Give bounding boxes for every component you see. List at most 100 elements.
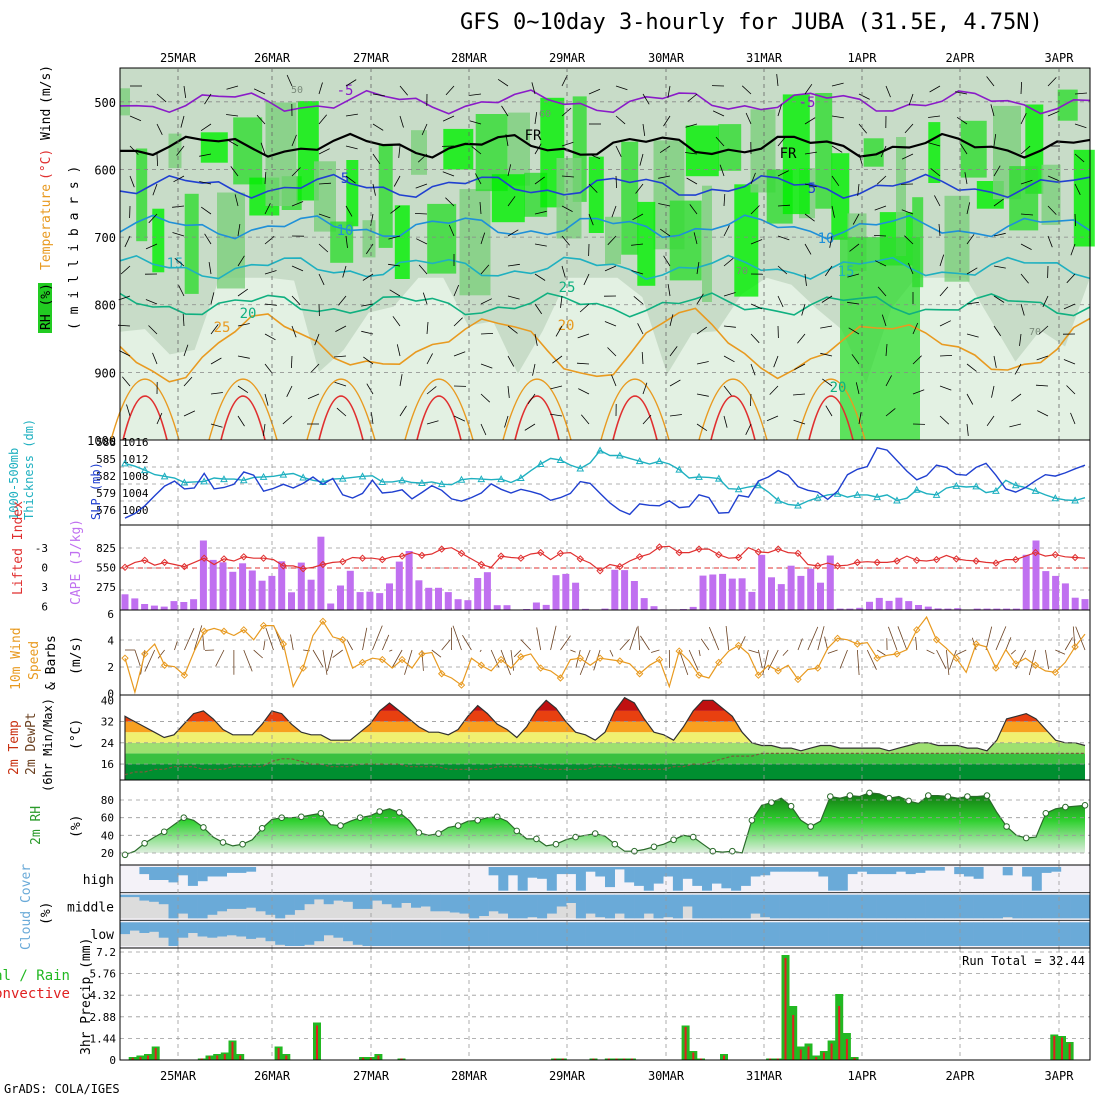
cloud-bar-middle <box>546 894 557 914</box>
wind-barb <box>641 351 644 365</box>
cape-bar <box>1012 608 1020 610</box>
top-date-label: 1APR <box>848 51 878 65</box>
cloud-bar-high <box>818 867 829 877</box>
wind-barb <box>363 356 374 365</box>
wind-barb <box>291 201 304 207</box>
wind-barb <box>335 325 347 332</box>
wind-barb <box>497 78 509 87</box>
temp-contour-warm <box>404 378 474 441</box>
wind-barb <box>881 314 887 327</box>
wind-barb <box>200 123 212 132</box>
temp-contour-warm <box>808 395 854 441</box>
wind-barb-10m <box>936 649 947 669</box>
wind10m-marker <box>121 654 129 662</box>
precip-convective-bar <box>131 1057 134 1061</box>
wind-barb <box>611 374 617 387</box>
wind-barb <box>291 325 297 338</box>
thickness-tick-label: 579 <box>96 487 116 500</box>
wind-barb-10m <box>797 638 803 651</box>
thickness-series-marker <box>912 485 921 493</box>
wind10m-marker <box>457 681 466 689</box>
wind-barb <box>282 415 293 425</box>
cape-bar <box>268 575 276 610</box>
wind-barb <box>445 85 455 96</box>
cape-bar <box>542 604 550 610</box>
wind-barb <box>1047 235 1053 248</box>
temp-contour-warm <box>318 395 364 441</box>
lifted-index-marker <box>853 558 862 567</box>
wind10m-marker <box>418 650 426 658</box>
wind-barb <box>338 295 347 306</box>
rh2m-marker <box>415 829 423 837</box>
cloud-bar-middle <box>1060 894 1071 919</box>
wind-barb <box>986 415 995 427</box>
wind-barb <box>723 385 732 396</box>
cloud-bar-low <box>1041 922 1052 946</box>
temp-contour-warm <box>698 378 768 441</box>
wind-barb <box>469 120 482 125</box>
wind-barb-10m <box>758 649 763 669</box>
cloud-bar-middle <box>498 894 509 914</box>
thickness-series-marker <box>378 477 387 485</box>
wind10m-marker <box>952 654 961 662</box>
lifted-index-marker <box>437 545 446 553</box>
cloud-bar-high <box>915 867 926 873</box>
wind-barb <box>964 172 968 185</box>
wind-barb <box>532 363 536 376</box>
rh2m-marker <box>474 817 482 824</box>
cloud-bar-high <box>702 867 712 891</box>
wind-barb <box>398 145 401 158</box>
grads-credit: GrADS: COLA/IGES <box>4 1082 120 1096</box>
cloud-bar-high <box>236 867 247 873</box>
cloud-bar-low <box>323 922 334 936</box>
wind-barb <box>1009 423 1022 428</box>
cloud-bar-high <box>925 867 936 871</box>
wind-barb <box>669 414 682 417</box>
wind-barb <box>750 393 752 407</box>
temp-contour-label: 20 <box>558 318 575 334</box>
cloud-bar-low <box>459 922 470 946</box>
rh2m-marker <box>1042 810 1050 817</box>
cloud-bar-low <box>944 922 955 946</box>
cloud-bar-low <box>401 922 412 946</box>
wind10m-marker <box>754 671 763 679</box>
precip-convective-bar <box>799 1049 802 1060</box>
thickness-series-marker <box>239 476 248 484</box>
cape-bar <box>817 582 824 610</box>
thickness-series-marker <box>576 464 585 472</box>
temp-tick-label: 24 <box>101 737 115 750</box>
rh-moist-band <box>734 184 759 297</box>
cape-bar <box>983 608 991 610</box>
wind-barb <box>912 322 919 335</box>
cape-tick-label: 825 <box>96 542 116 555</box>
wind-barb <box>426 321 429 335</box>
thickness-series-marker <box>675 465 684 473</box>
cloud-bar-middle <box>682 894 693 907</box>
wind-barb <box>579 303 590 313</box>
wind-barb <box>873 235 887 237</box>
cape-bar <box>581 608 589 610</box>
wind-barb <box>399 374 403 387</box>
wind-barb <box>1074 183 1081 195</box>
thickness-series-marker <box>893 496 901 504</box>
wind-barb-10m <box>452 625 462 651</box>
wind-barb <box>237 323 250 327</box>
precip-convective-bar <box>216 1055 219 1060</box>
cloud-bar-middle <box>789 894 800 919</box>
wind-barb <box>831 145 843 153</box>
thickness-axis-label: 1000-500mb <box>7 448 21 520</box>
thickness-series-marker <box>517 473 525 482</box>
wind-barb <box>534 303 543 315</box>
cape-bar <box>248 570 256 610</box>
wind-barb <box>174 257 185 267</box>
cloud-bar-high <box>168 867 179 883</box>
wind-barb <box>851 354 860 365</box>
rh2m-marker <box>317 810 325 817</box>
cloud-bar-low <box>207 922 218 938</box>
cloud-bar-middle <box>440 894 451 912</box>
wind10m-axis-label: 10m Wind <box>9 627 24 690</box>
wind-barb <box>119 350 131 357</box>
cloud-bar-low <box>653 922 664 946</box>
cloud-bar-low <box>925 922 936 946</box>
wind-barb <box>372 153 381 165</box>
